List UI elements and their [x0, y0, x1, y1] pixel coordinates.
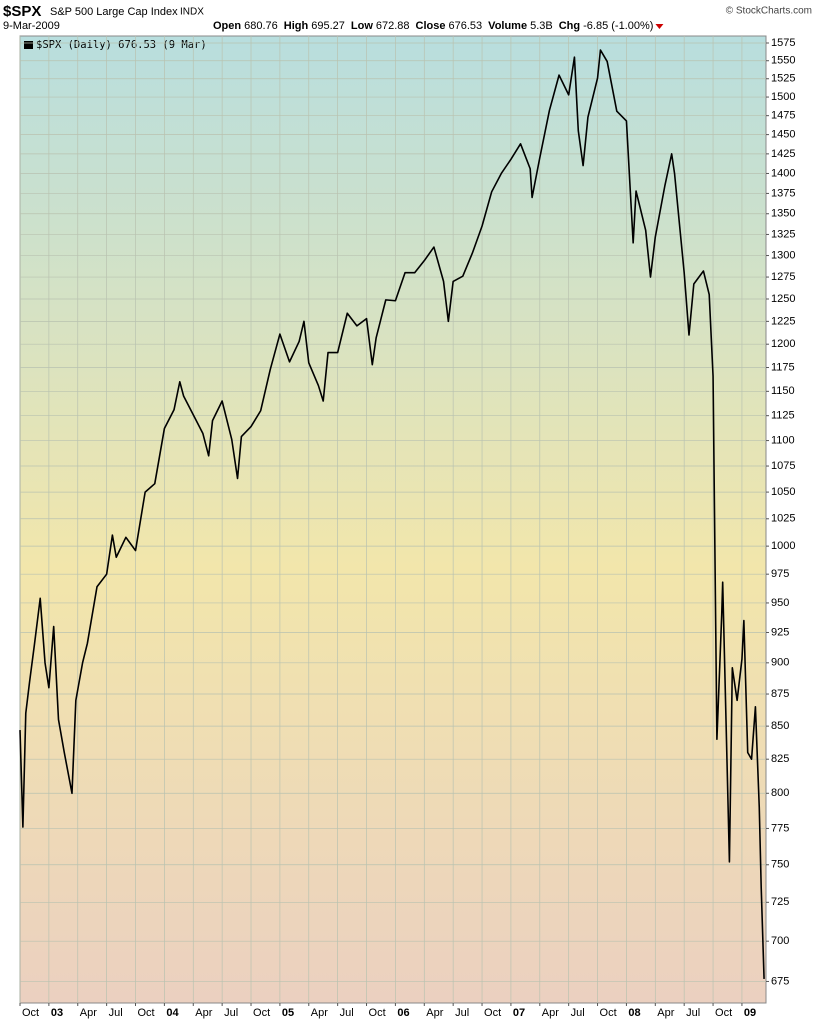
legend-label: $SPX (Daily) 676.53 (9 Mar) — [36, 39, 207, 51]
x-tick-label: Oct — [138, 1007, 155, 1019]
y-tick-label: 1125 — [771, 410, 795, 422]
y-tick-label: 1050 — [771, 486, 795, 498]
y-tick-label: 975 — [771, 568, 789, 580]
y-tick-label: 1300 — [771, 249, 795, 261]
x-tick-label: Apr — [311, 1007, 328, 1019]
y-tick-label: 900 — [771, 657, 789, 669]
y-tick-label: 850 — [771, 720, 789, 732]
plot-area — [19, 35, 767, 1004]
quote-value: 680.76 — [244, 20, 278, 32]
quote-label: High — [284, 20, 309, 32]
y-tick-label: 1575 — [771, 37, 795, 49]
x-tick-label: Jul — [455, 1007, 469, 1019]
y-tick-label: 825 — [771, 753, 789, 765]
y-tick-label: 750 — [771, 859, 789, 871]
source: © StockCharts.com — [726, 6, 812, 17]
x-tick-label: 08 — [628, 1007, 640, 1019]
y-tick-label: 1525 — [771, 73, 795, 85]
x-tick-label: Oct — [484, 1007, 501, 1019]
quote-label: Chg — [559, 20, 580, 32]
x-tick-label: 05 — [282, 1007, 294, 1019]
quote-value: 672.88 — [376, 20, 410, 32]
y-tick-label: 1350 — [771, 208, 795, 220]
x-tick-label: Apr — [80, 1007, 97, 1019]
y-tick-label: 925 — [771, 626, 789, 638]
x-tick-label: Oct — [22, 1007, 39, 1019]
quote-label: Open — [213, 20, 241, 32]
chart-subtitle: S&P 500 Large Cap Index — [50, 6, 178, 18]
y-tick-label: 1250 — [771, 293, 795, 305]
x-tick-label: Jul — [224, 1007, 238, 1019]
y-tick-label: 875 — [771, 688, 789, 700]
y-tick-label: 1325 — [771, 228, 795, 240]
y-tick-label: 775 — [771, 822, 789, 834]
y-tick-label: 1500 — [771, 91, 795, 103]
x-tick-label: Apr — [426, 1007, 443, 1019]
quote-value: 5.3B — [530, 20, 553, 32]
exchange: INDX — [180, 7, 204, 18]
x-tick-label: Jul — [340, 1007, 354, 1019]
x-tick-label: Oct — [715, 1007, 732, 1019]
x-tick-label: Apr — [542, 1007, 559, 1019]
y-tick-label: 1425 — [771, 148, 795, 160]
y-tick-label: 1175 — [771, 361, 795, 373]
quote-value: 695.27 — [311, 20, 345, 32]
x-tick-label: 04 — [166, 1007, 179, 1019]
quote-value: -6.85 (-1.00%) — [583, 20, 653, 32]
x-tick-label: 03 — [51, 1007, 63, 1019]
y-tick-label: 725 — [771, 896, 789, 908]
x-tick-label: 09 — [744, 1007, 756, 1019]
y-tick-label: 1150 — [771, 385, 795, 397]
x-tick-label: Jul — [571, 1007, 585, 1019]
y-tick-label: 1475 — [771, 110, 795, 122]
y-tick-label: 1100 — [771, 434, 795, 446]
x-tick-label: Apr — [195, 1007, 212, 1019]
y-tick-label: 1275 — [771, 271, 795, 283]
chart-title: $SPX — [3, 3, 41, 20]
y-tick-label: 1450 — [771, 129, 795, 141]
quote-label: Close — [416, 20, 446, 32]
y-tick-label: 950 — [771, 597, 789, 609]
quote-value: 676.53 — [449, 20, 483, 32]
quote-label: Low — [351, 20, 373, 32]
y-tick-label: 1000 — [771, 540, 795, 552]
x-tick-label: 07 — [513, 1007, 525, 1019]
x-tick-label: 06 — [397, 1007, 409, 1019]
x-tick-label: Jul — [686, 1007, 700, 1019]
y-tick-label: 1225 — [771, 315, 795, 327]
x-tick-label: Jul — [109, 1007, 123, 1019]
date: 9-Mar-2009 — [3, 20, 60, 32]
y-tick-label: 700 — [771, 935, 789, 947]
y-tick-label: 800 — [771, 787, 789, 799]
y-tick-label: 1400 — [771, 167, 795, 179]
y-tick-label: 1375 — [771, 187, 795, 199]
y-tick-label: 1550 — [771, 55, 795, 67]
down-arrow — [655, 24, 664, 29]
quote-label: Volume — [488, 20, 527, 32]
x-tick-label: Oct — [253, 1007, 270, 1019]
x-tick-label: Apr — [657, 1007, 674, 1019]
y-tick-label: 1025 — [771, 513, 795, 525]
legend-icon — [24, 41, 33, 49]
price-line — [19, 49, 765, 979]
x-tick-label: Oct — [369, 1007, 386, 1019]
x-tick-label: Oct — [600, 1007, 617, 1019]
y-tick-label: 1200 — [771, 338, 795, 350]
y-tick-label: 1075 — [771, 460, 795, 472]
y-tick-label: 675 — [771, 975, 789, 987]
